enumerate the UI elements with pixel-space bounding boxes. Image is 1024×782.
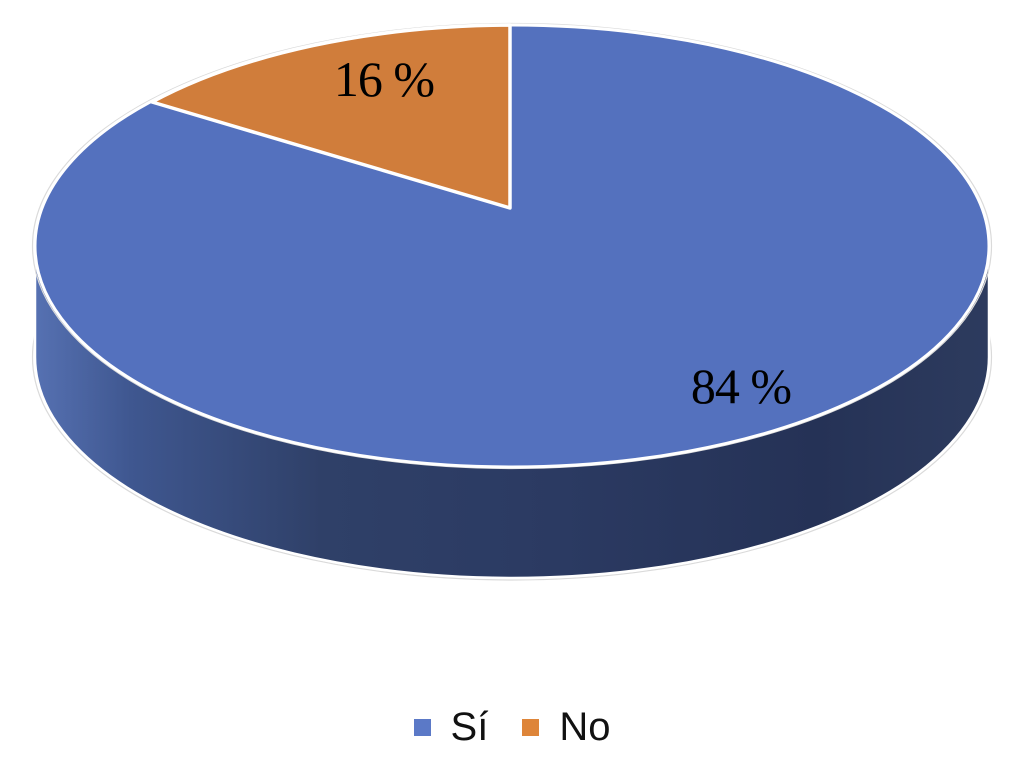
legend-label-si: Sí [450, 705, 489, 749]
legend-swatch-no-icon [522, 718, 540, 736]
legend-label-no: No [559, 705, 611, 749]
legend-swatch-si-icon [413, 718, 431, 736]
slice-label-si: 84 % [691, 358, 791, 414]
legend-item-no: No [522, 705, 610, 749]
chart-legend: Sí No [0, 703, 1024, 751]
legend-swatch-si-rect [413, 718, 431, 736]
legend-swatch-no-rect [522, 718, 540, 736]
pie-chart: 16 % 84 % [31, 22, 993, 581]
legend-item-si: Sí [413, 705, 489, 749]
slice-label-no: 16 % [334, 51, 434, 107]
pie-slice-no [150, 23, 512, 210]
